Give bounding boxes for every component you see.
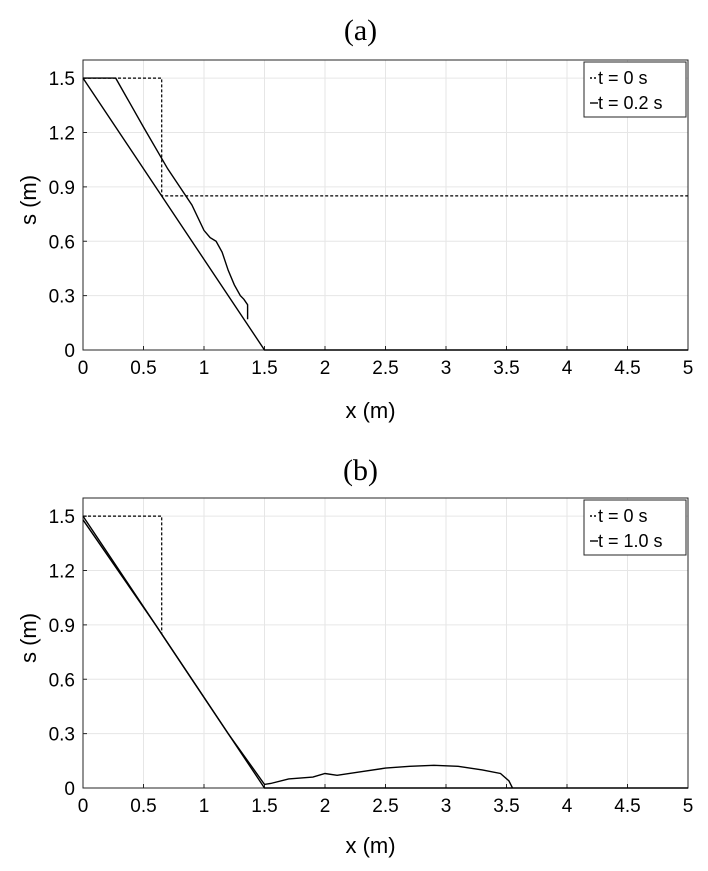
y-tick-label: 0 [64,779,75,800]
x-tick-label: 1 [199,796,210,817]
panel-label: (a) [344,14,377,47]
panel-label: (b) [343,454,378,487]
series-line-3 [82,77,688,351]
x-tick-label: 3.5 [493,358,519,379]
x-tick-label: 2 [320,796,331,817]
y-axis-label: s (m) [16,175,41,225]
legend-entry: t = 0 s [598,68,648,88]
series-line-1 [83,515,163,634]
y-tick-label: 0.9 [49,178,75,199]
x-axis-label: x (m) [345,833,395,858]
x-tick-label: 2.5 [372,358,398,379]
y-tick-label: 1.2 [49,124,75,145]
y-tick-label: 0.9 [49,616,75,637]
y-tick-label: 0.6 [49,232,75,253]
x-tick-label: 4 [562,796,573,817]
series-line-3 [82,515,688,789]
y-tick-label: 1.5 [49,507,75,528]
x-tick-label: 2.5 [372,796,398,817]
y-tick-label: 1.2 [49,562,75,583]
x-tick-label: 0 [78,358,89,379]
y-tick-label: 0 [64,341,75,362]
chart-panel-b: (b) 0 0.5 1 1.5 2 2.5 3 3.5 4 4.5 5 0 0.3 0.6 0.9 1.2 1.5… [16,454,693,858]
x-axis-label: x (m) [345,398,395,423]
y-axis-label: s (m) [16,613,41,663]
x-tick-label: 1.5 [251,358,277,379]
x-tick-label: 5 [683,358,694,379]
legend-box [583,61,687,118]
legend: t = 0 s t = 1.0 s [583,499,687,556]
x-tick-label: 0.5 [130,796,156,817]
legend-box [583,499,687,556]
x-tick-label: 4.5 [614,358,640,379]
y-tick-label: 0.3 [49,725,75,746]
legend-entry: t = 0 s [598,506,648,526]
legend-entry: t = 0.2 s [598,93,663,113]
y-tick-label: 1.5 [49,69,75,90]
x-tick-label: 3 [441,358,452,379]
x-tick-label: 1.5 [251,796,277,817]
x-tick-label: 0.5 [130,358,156,379]
chart-panel-a: (a) 0 0.5 1 1.5 2 2.5 3 3.5 4 4.5 5 0 0.3 0.6 0.9 1.2 1.5… [16,14,693,423]
y-tick-label: 0.3 [49,287,75,308]
x-tick-label: 1 [199,358,210,379]
series-line-2 [83,77,249,320]
x-tick-label: 4 [562,358,573,379]
x-tick-label: 3 [441,796,452,817]
series-line-2 [82,519,514,789]
legend-entry: t = 1.0 s [598,531,663,551]
y-tick-label: 0.6 [49,670,75,691]
x-tick-label: 0 [78,796,89,817]
x-tick-label: 5 [683,796,694,817]
legend: t = 0 s t = 0.2 s [583,61,687,118]
x-tick-label: 2 [320,358,331,379]
x-tick-label: 4.5 [614,796,640,817]
series-line-1 [83,77,688,197]
x-tick-label: 3.5 [493,796,519,817]
